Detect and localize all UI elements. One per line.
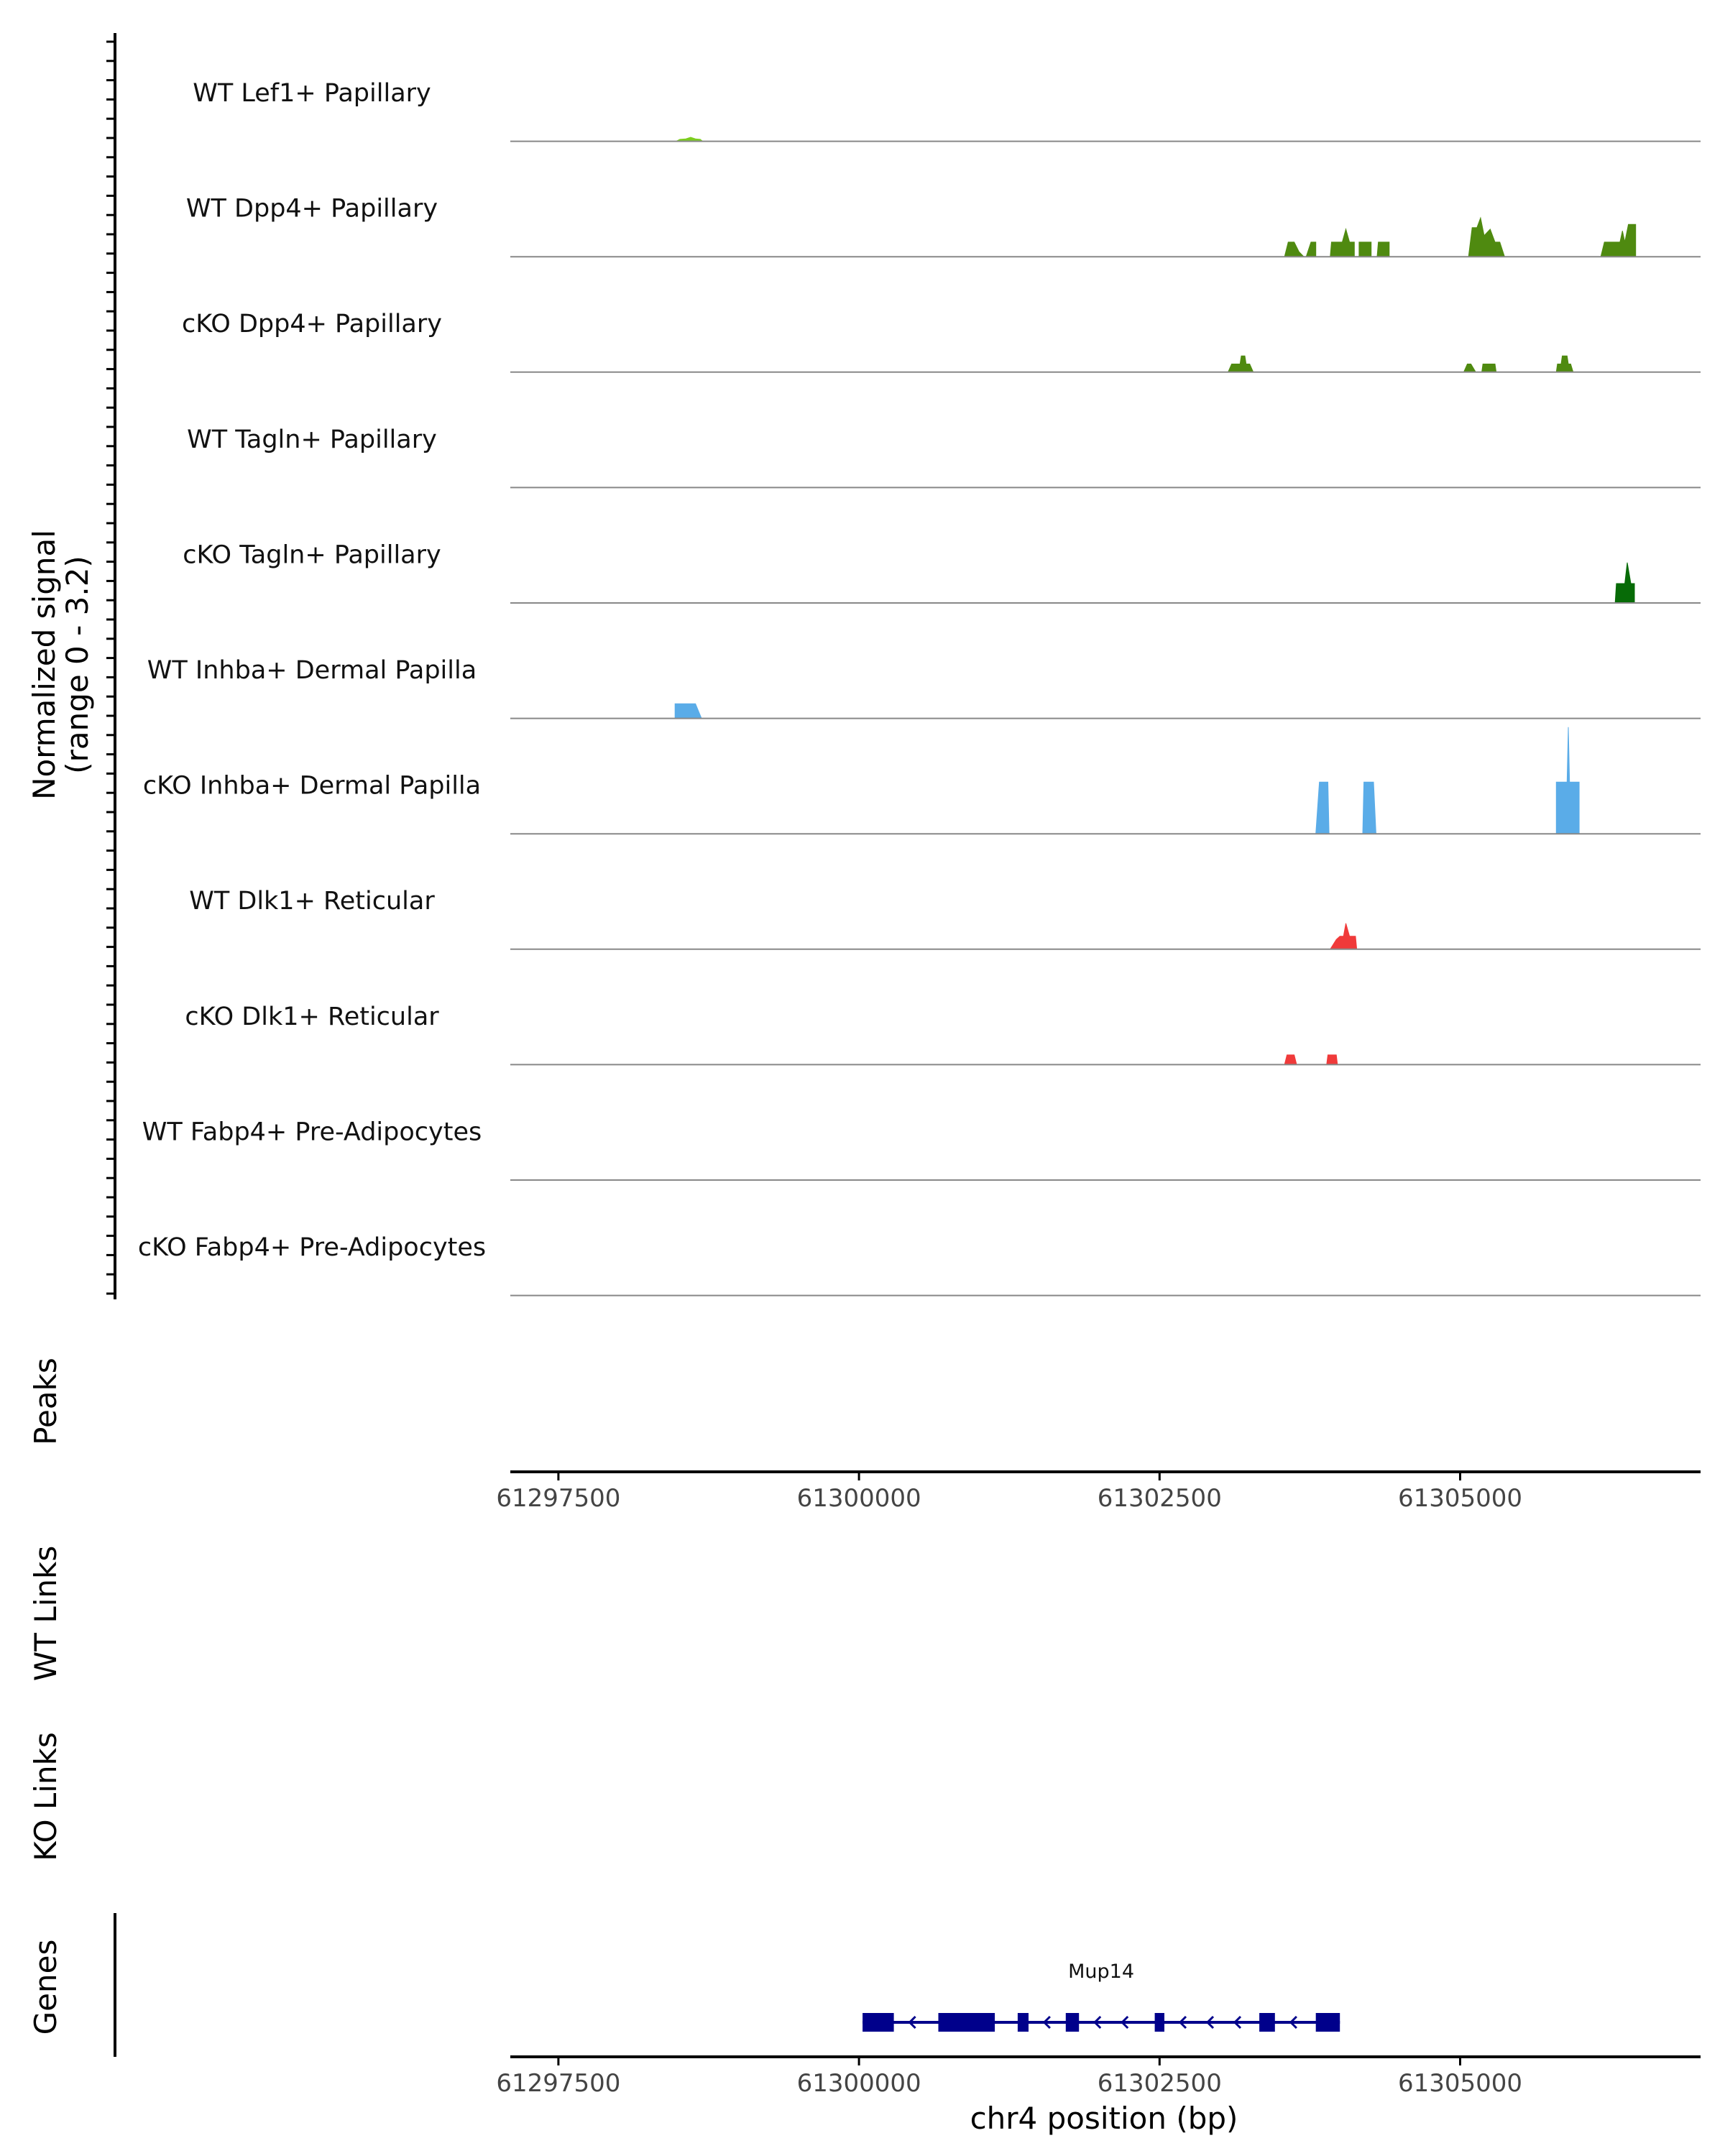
y-axis-label-line1: Normalized signal [27, 530, 62, 800]
genes-x-axis: 61297500 61300000 61302500 61305000 [496, 2055, 1701, 2098]
peaks-x-axis: 61297500 61300000 61302500 61305000 [496, 1470, 1701, 1513]
gene-exon [1315, 2013, 1340, 2032]
gene-exon [1065, 2013, 1080, 2032]
track-label: WT Lef1+ Papillary [193, 79, 431, 108]
track-label: WT Tagln+ Papillary [187, 425, 437, 454]
peaks-panel: Peaks [28, 1358, 63, 1445]
coverage-area [1315, 727, 1580, 834]
x-tick-label: 61305000 [1398, 2069, 1522, 2098]
track-6: WT Inhba+ Dermal Papilla [147, 656, 1701, 719]
strand-arrow [908, 2015, 916, 2030]
ko-links-panel: KO Links [28, 1732, 63, 1861]
track-1: WT Lef1+ Papillary [193, 79, 1701, 142]
strand-arrow [1178, 2015, 1187, 2030]
track-label: cKO Dpp4+ Papillary [182, 310, 442, 338]
coverage-tracks: WT Lef1+ Papillary WT Dpp4+ Papillary cKO … [138, 79, 1701, 1296]
x-tick-label: 61300000 [797, 1484, 921, 1513]
gene-exon [1154, 2013, 1164, 2032]
coverage-area [1284, 216, 1637, 257]
x-tick-label: 61302500 [1098, 2069, 1222, 2098]
strand-arrow [1205, 2015, 1215, 2030]
track-7: cKO Inhba+ Dermal Papilla [143, 727, 1701, 835]
wt-links-panel: WT Links [28, 1546, 63, 1681]
strand-arrow [1093, 2015, 1102, 2030]
strand-arrow [1121, 2015, 1129, 2030]
track-8: WT Dlk1+ Reticular [189, 887, 1701, 950]
track-label: WT Inhba+ Dermal Papilla [147, 656, 477, 685]
y-axis [106, 33, 116, 1299]
x-tick-label: 61297500 [496, 1484, 620, 1513]
track-label: WT Dlk1+ Reticular [189, 887, 435, 916]
track-9: cKO Dlk1+ Reticular [185, 1003, 1701, 1066]
track-label: cKO Tagln+ Papillary [183, 540, 441, 569]
x-tick-label: 61297500 [496, 2069, 620, 2098]
track-label: cKO Inhba+ Dermal Papilla [143, 772, 481, 801]
track-2: WT Dpp4+ Papillary [186, 195, 1701, 258]
ko-links-label: KO Links [28, 1732, 63, 1861]
track-label: cKO Fabp4+ Pre-Adipocytes [138, 1233, 486, 1262]
gene-exon [1259, 2013, 1275, 2032]
track-3: cKO Dpp4+ Papillary [182, 310, 1701, 373]
coverage-area [1329, 923, 1358, 950]
coverage-area [1227, 355, 1574, 373]
y-axis-label: Normalized signal (range 0 - 3.2) [27, 530, 95, 800]
coverage-area [1284, 1054, 1338, 1065]
gene-exon [1017, 2013, 1029, 2032]
genes-panel: Genes Mup14 [28, 1913, 1340, 2057]
track-10: WT Fabp4+ Pre-Adipocytes [142, 1118, 1701, 1181]
genes-label: Genes [28, 1940, 63, 2035]
track-label: WT Dpp4+ Papillary [186, 195, 438, 224]
gene-exon [862, 2013, 894, 2032]
track-label: WT Fabp4+ Pre-Adipocytes [142, 1118, 482, 1146]
strand-arrow [1042, 2015, 1051, 2030]
coverage-area [1614, 562, 1635, 604]
track-11: cKO Fabp4+ Pre-Adipocytes [138, 1233, 1701, 1296]
x-tick-label: 61300000 [797, 2069, 921, 2098]
strand-arrow [1289, 2015, 1297, 2030]
x-tick-label: 61302500 [1098, 1484, 1222, 1513]
gene-name: Mup14 [1068, 1961, 1134, 1983]
track-5: cKO Tagln+ Papillary [183, 540, 1701, 604]
x-tick-label: 61305000 [1398, 1484, 1522, 1513]
y-axis-label-line2: (range 0 - 3.2) [60, 556, 95, 774]
track-label: cKO Dlk1+ Reticular [185, 1003, 439, 1031]
coverage-area [674, 703, 702, 719]
track-4: WT Tagln+ Papillary [187, 425, 1701, 489]
x-axis-label: chr4 position (bp) [970, 2101, 1238, 2136]
strand-arrow [1233, 2015, 1242, 2030]
gene-model: Mup14 [862, 1961, 1340, 2032]
peaks-label: Peaks [28, 1358, 63, 1445]
wt-links-label: WT Links [28, 1546, 63, 1681]
gene-exon [938, 2013, 995, 2032]
